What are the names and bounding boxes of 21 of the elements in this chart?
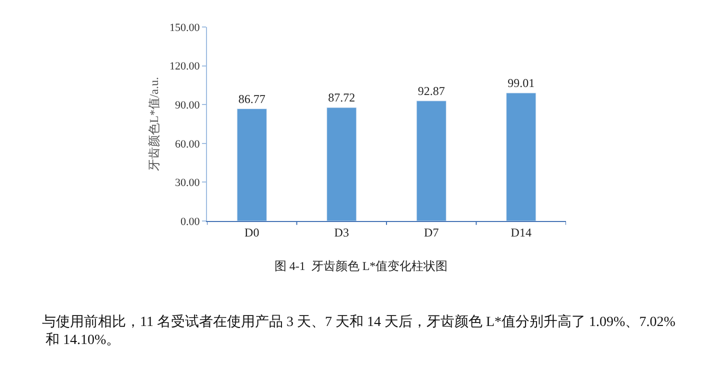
y-tick-label: 60.00 (175, 138, 200, 150)
bar (326, 107, 357, 221)
text: 与使用前相比，11 名受试者在使用产品 3 天、7 天和 14 天后，牙齿颜色 L*值分别升高了 1.09%、7.02% 和 14.10%。 (42, 314, 676, 348)
data-label: 92.87 (418, 84, 445, 98)
y-tick-label: 0.00 (180, 216, 200, 228)
data-label: 87.72 (328, 90, 356, 105)
bar (416, 100, 446, 221)
data-label: 99.01 (508, 76, 535, 90)
y-axis-title: 牙齿颜色L*值/a.u. (146, 77, 161, 171)
y-tick-label: 120.00 (170, 60, 200, 73)
y-tick-label: 30.00 (175, 177, 200, 190)
bar (236, 108, 267, 221)
x-tick-label: D3 (334, 225, 349, 240)
bar (506, 92, 536, 221)
x-tick-label: D0 (244, 225, 260, 240)
y-tick-label: 150.00 (170, 22, 200, 34)
text: 图 4-1 牙齿颜色 L*值变化柱状图 (274, 259, 448, 274)
y-tick-label: 90.00 (175, 99, 200, 112)
data-label: 86.77 (238, 92, 266, 106)
x-tick-label: D7 (424, 225, 439, 240)
x-tick-label: D14 (510, 225, 532, 240)
